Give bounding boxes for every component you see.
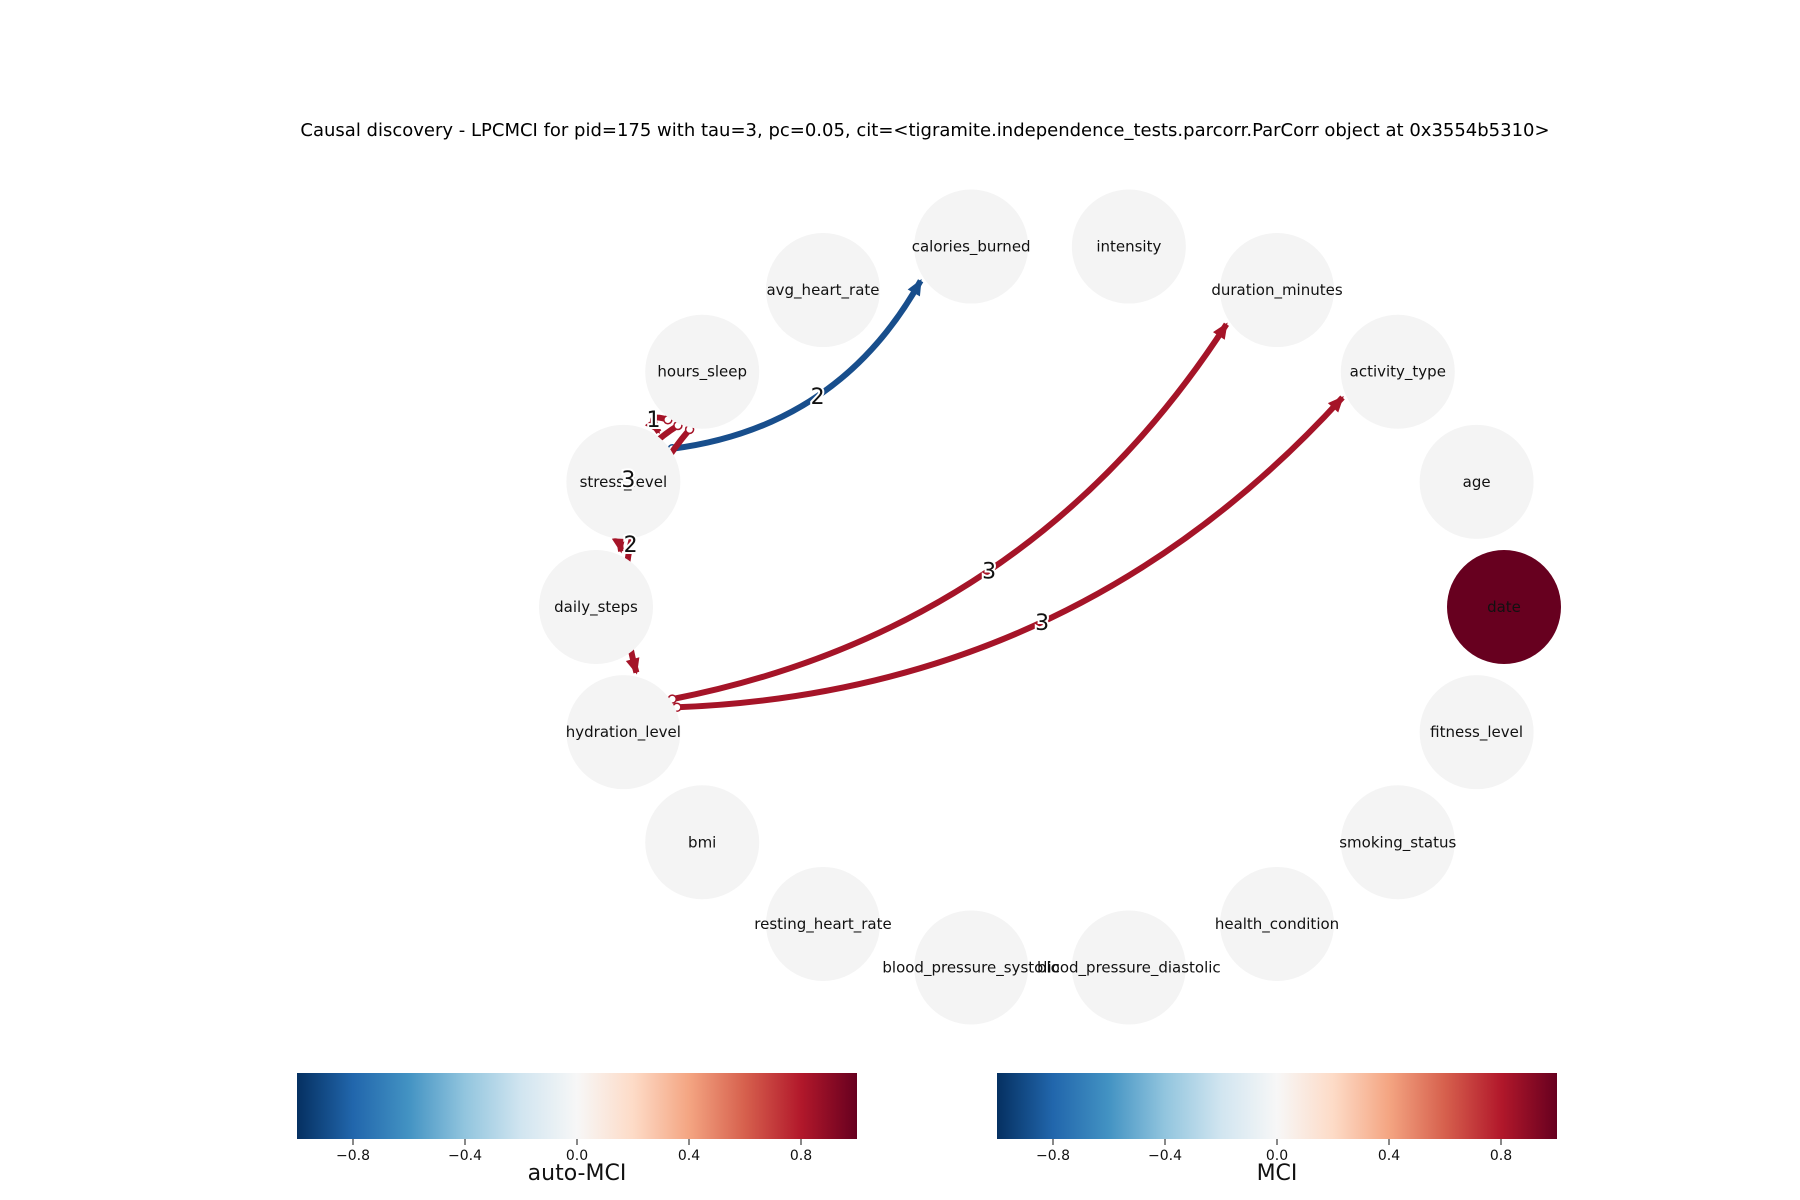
node-label: blood_pressure_diastolic (1037, 958, 1221, 977)
node-label: bmi (688, 833, 716, 851)
colorbar-tick-label: 0.8 (790, 1148, 812, 1164)
edge-line (671, 322, 1229, 703)
node-date: date (1447, 550, 1561, 664)
node-blood-pressure-systolic: blood_pressure_systolic (882, 910, 1060, 1025)
node-intensity: intensity (1071, 189, 1186, 304)
edge-lag-label: 2 (811, 385, 825, 410)
node-label: blood_pressure_systolic (882, 958, 1060, 977)
node-circle (1220, 866, 1334, 981)
node-circle (1071, 189, 1186, 304)
edge-hours-sleep-to-stress-level (644, 414, 673, 435)
node-blood-pressure-diastolic: blood_pressure_diastolic (1037, 910, 1221, 1025)
colorbar-tick-label: −0.8 (1036, 1148, 1070, 1164)
node-circle (566, 675, 681, 790)
edge-line (676, 395, 1345, 711)
node-resting-heart-rate: resting_heart_rate (754, 866, 892, 981)
node-hours-sleep: hours_sleep (645, 314, 760, 429)
edge-lag-label: 1 (646, 408, 660, 433)
edge-arrowhead (1212, 322, 1228, 340)
node-daily-steps: daily_steps (539, 550, 653, 664)
edge-lag-label: 3 (1035, 611, 1049, 636)
node-circle (566, 424, 681, 539)
node-circle (539, 550, 653, 664)
node-label: avg_heart_rate (766, 281, 879, 300)
node-bmi: bmi (645, 785, 760, 900)
edges-layer (611, 278, 1345, 713)
colorbar-auto-mci-label: auto-MCI (528, 1161, 627, 1186)
node-label: daily_steps (554, 598, 638, 617)
node-label: hydration_level (566, 723, 681, 742)
node-circle (1220, 233, 1334, 348)
edge-lag-label: 2 (624, 533, 638, 558)
edge-arrowhead (907, 278, 922, 297)
node-avg-heart-rate: avg_heart_rate (766, 233, 880, 348)
node-hydration-level: hydration_level (566, 675, 681, 790)
edge-lag-label: 3 (982, 559, 996, 584)
nodes-layer: calories_burned intensity duration_minutes… (539, 189, 1561, 1025)
colorbar-mci-label: MCI (1257, 1161, 1298, 1186)
edge-arrowhead (1327, 396, 1344, 413)
node-fitness-level: fitness_level (1419, 675, 1534, 790)
node-calories-burned: calories_burned (912, 189, 1031, 304)
node-age: age (1419, 424, 1534, 539)
node-circle (914, 189, 1029, 304)
edge-labels-layer: 2 1 3 2 3 3 (619, 383, 1051, 638)
node-label: date (1487, 598, 1521, 616)
node-label: health_condition (1215, 915, 1339, 934)
colorbar-tick-label: 0.8 (1490, 1148, 1512, 1164)
colorbar-tick-label: 0.4 (678, 1148, 700, 1164)
node-label: smoking_status (1339, 833, 1456, 852)
edge-arrowhead (611, 536, 626, 554)
colorbar-tick-label: 0.0 (1266, 1148, 1288, 1164)
colorbar-tick-label: 0.0 (566, 1148, 588, 1164)
node-label: fitness_level (1430, 723, 1523, 742)
colorbar-mci-ticks: −0.8 −0.4 0.0 0.4 0.8 (1036, 1139, 1512, 1164)
node-duration-minutes: duration_minutes (1211, 233, 1343, 348)
colorbar-tick-label: −0.4 (448, 1148, 482, 1164)
node-circle (766, 866, 880, 981)
node-smoking-status: smoking_status (1339, 785, 1457, 900)
colorbar-auto-mci-ticks: −0.8 −0.4 0.0 0.4 0.8 (336, 1139, 812, 1164)
node-circle (1340, 785, 1455, 900)
edge-line (671, 279, 924, 452)
node-circle (766, 233, 880, 348)
node-circle (645, 314, 760, 429)
node-circle (645, 785, 760, 900)
node-label: calories_burned (912, 238, 1031, 257)
node-circle (1071, 910, 1186, 1025)
node-circle (1419, 424, 1534, 539)
colorbar-mci-gradient (997, 1073, 1557, 1139)
node-stress-level: stress_level (566, 424, 681, 539)
node-label: stress_level (580, 473, 668, 492)
colorbar-auto-mci-gradient (297, 1073, 857, 1139)
node-activity-type: activity_type (1340, 314, 1455, 429)
colorbar-tick-label: −0.4 (1148, 1148, 1182, 1164)
figure-title: Causal discovery - LPCMCI for pid=175 wi… (300, 120, 1549, 141)
colorbar-auto-mci: −0.8 −0.4 0.0 0.4 0.8 auto-MCI (297, 1073, 857, 1186)
edge-arrowhead (625, 657, 640, 675)
node-label: duration_minutes (1211, 281, 1343, 300)
node-circle (1340, 314, 1455, 429)
node-label: activity_type (1350, 363, 1446, 382)
node-health-condition: health_condition (1215, 866, 1339, 981)
colorbar-mci: −0.8 −0.4 0.0 0.4 0.8 MCI (997, 1073, 1557, 1186)
node-label: hours_sleep (657, 363, 747, 382)
node-circle (1419, 675, 1534, 790)
node-circle (1447, 550, 1561, 664)
colorbar-tick-label: −0.8 (336, 1148, 370, 1164)
edge-lag-label: 3 (621, 468, 635, 493)
colorbar-tick-label: 0.4 (1378, 1148, 1400, 1164)
edge-arrowhead (644, 416, 661, 434)
node-label: age (1463, 473, 1491, 491)
node-label: resting_heart_rate (754, 915, 891, 934)
node-label: intensity (1096, 238, 1161, 256)
node-circle (914, 910, 1029, 1025)
